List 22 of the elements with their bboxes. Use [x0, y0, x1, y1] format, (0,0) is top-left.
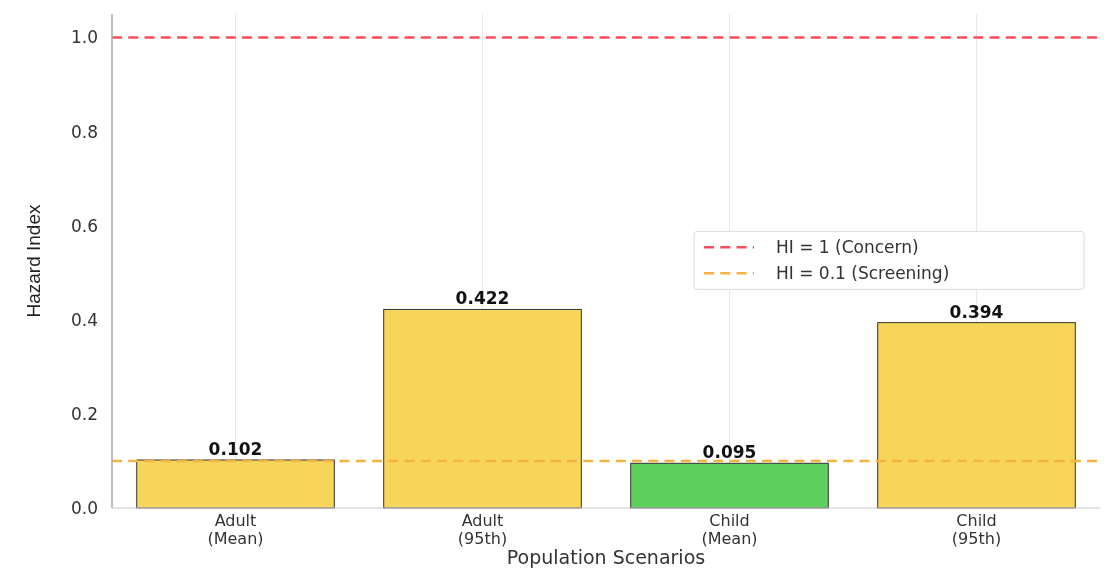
x-axis-title: Population Scenarios — [506, 546, 706, 568]
legend-label: HI = 1 (Concern) — [776, 237, 919, 258]
data-label: 0.102 — [208, 439, 263, 460]
x-tick-label: Child (Mean) — [701, 511, 758, 548]
bar — [136, 459, 335, 509]
x-tick-label: Child (95th) — [951, 511, 1002, 548]
x-tick-label: Adult (95th) — [457, 511, 508, 548]
data-label: 0.394 — [949, 301, 1004, 322]
y-tick-label: 0.2 — [70, 403, 98, 424]
bar — [630, 462, 829, 509]
y-tick-label: 0.8 — [70, 121, 98, 142]
y-tick-label: 0.4 — [70, 309, 98, 330]
bar — [383, 308, 582, 509]
bar — [877, 322, 1076, 509]
legend-label: HI = 0.1 (Screening) — [776, 263, 950, 284]
y-axis-title: Hazard Index — [23, 204, 44, 318]
y-tick-label: 0.6 — [70, 215, 98, 236]
x-tick-label: Adult (Mean) — [207, 511, 264, 548]
y-tick-label: 0.0 — [70, 497, 98, 518]
data-label: 0.422 — [455, 288, 510, 309]
y-tick-label: 1.0 — [70, 27, 98, 48]
data-label: 0.095 — [702, 442, 757, 463]
